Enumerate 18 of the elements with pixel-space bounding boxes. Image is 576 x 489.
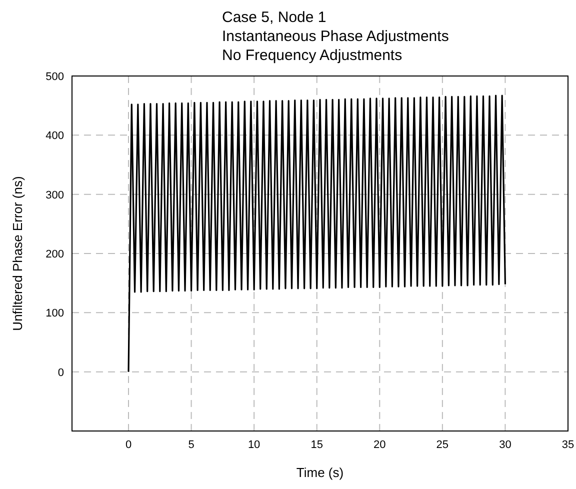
y-tick-label: 400 <box>46 130 64 142</box>
chart-title: Case 5, Node 1 Instantaneous Phase Adjustments No Frequency Adjustments <box>222 9 449 64</box>
y-tick-label: 300 <box>46 189 64 202</box>
x-axis-title: Time (s) <box>296 465 344 480</box>
y-tick-label: 200 <box>46 248 64 260</box>
x-tick-label: 35 <box>562 439 574 451</box>
y-tick-label: 100 <box>46 308 64 320</box>
y-tick-label: 500 <box>46 71 64 83</box>
y-tick-label: 0 <box>58 366 64 379</box>
x-tick-label: 20 <box>374 439 386 451</box>
x-tick-label: 30 <box>499 439 512 451</box>
x-tick-label: 0 <box>125 439 132 451</box>
x-tick-label: 5 <box>188 439 194 451</box>
line-series <box>128 94 506 373</box>
x-tick-label: 25 <box>436 439 449 451</box>
x-tick-label: 10 <box>248 439 260 451</box>
y-axis-title: Unfiltered Phase Error (ns) <box>10 176 25 331</box>
x-tick-label: 15 <box>310 439 323 451</box>
